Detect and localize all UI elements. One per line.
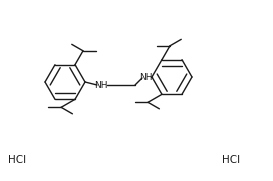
Text: HCl: HCl	[8, 155, 26, 165]
Text: NH: NH	[139, 73, 153, 81]
Text: HCl: HCl	[222, 155, 240, 165]
Text: NH: NH	[94, 81, 108, 89]
